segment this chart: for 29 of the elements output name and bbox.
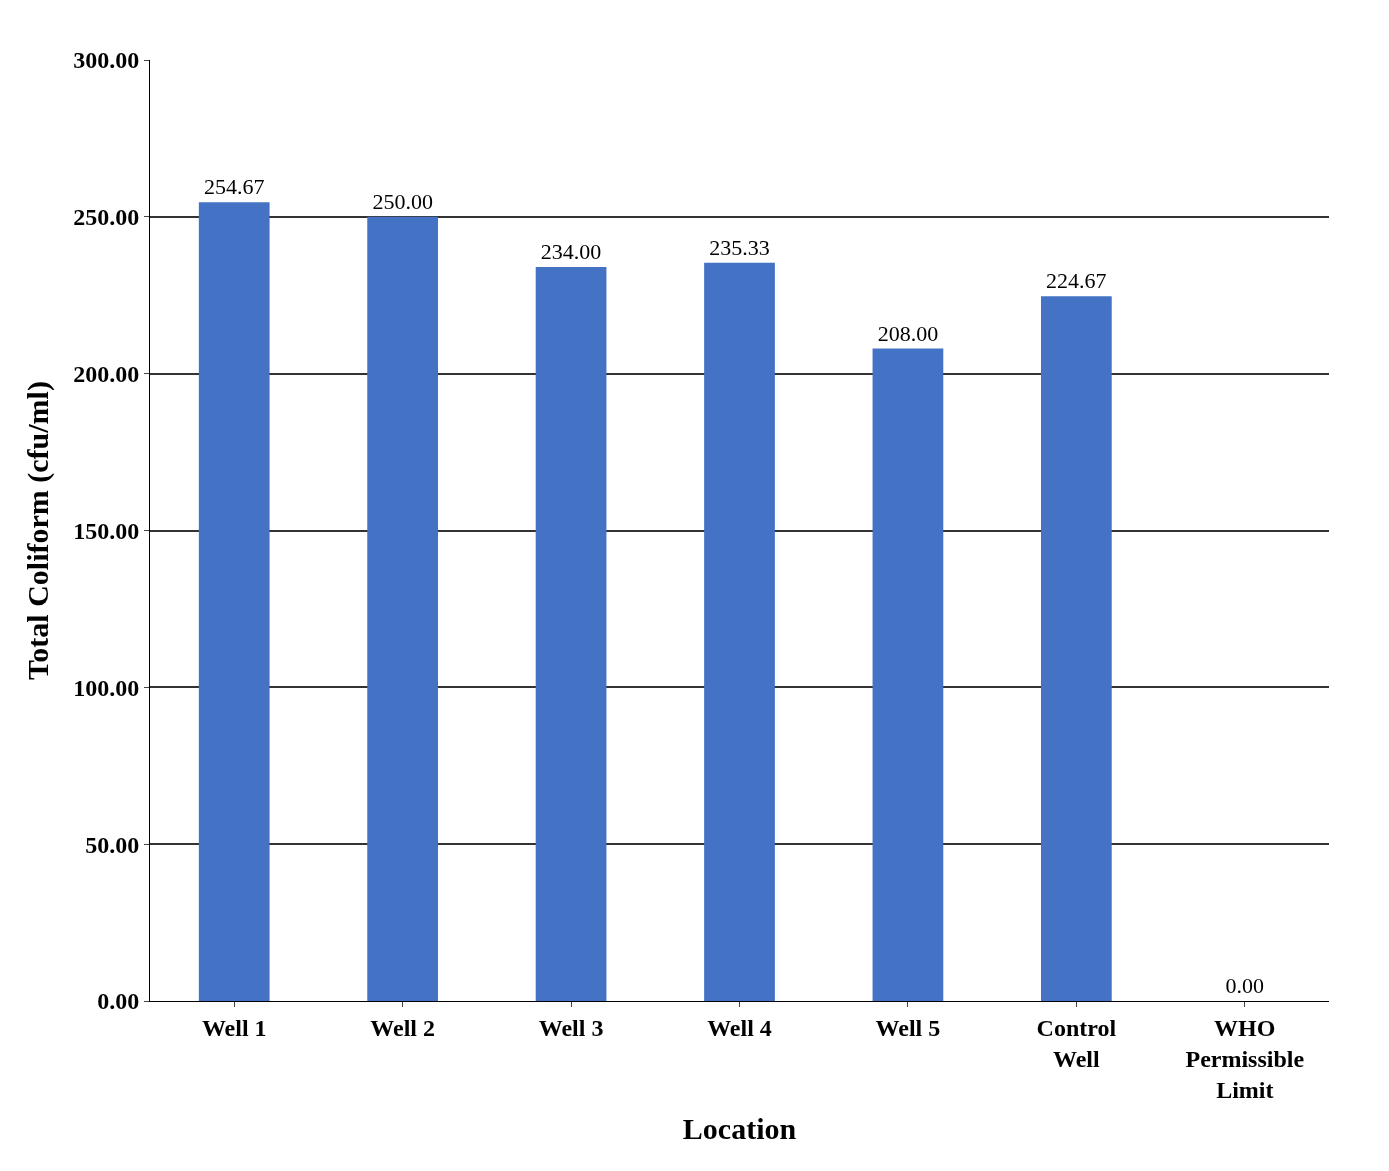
data-label: 254.67 [203,174,265,200]
y-tick-label: 150.00 [73,517,140,544]
x-tick-label: Well 3 [538,1014,604,1041]
data-label: 0.00 [1225,973,1265,998]
bar [872,348,944,1001]
data-label: 224.67 [1046,268,1107,294]
x-tick-label: Control Well [1036,1014,1117,1072]
data-label: 250.00 [372,188,433,214]
bar [367,216,439,1001]
y-tick-label: 100.00 [73,674,140,701]
x-tick-label: Well 2 [370,1014,435,1041]
x-tick-label: Well 4 [707,1014,772,1041]
y-axis-title: Total Coliform (cfu/ml) [21,381,56,680]
bar [1040,296,1112,1001]
x-axis-title: Location [682,1111,797,1145]
y-tick-label: 300.00 [73,47,140,74]
y-tick-label: 50.00 [85,831,140,858]
y-tick-label: 200.00 [73,361,140,388]
x-tick-label: WHO Permissible Limit [1185,1014,1305,1104]
data-label: 208.00 [877,320,939,346]
y-tick-label: 0.00 [97,988,140,1015]
y-tick-label: 250.00 [73,204,140,231]
x-tick-label: Well 1 [201,1014,267,1041]
bar [535,267,607,1001]
data-label: 235.33 [709,234,770,260]
bar [704,262,775,1001]
bar [198,202,270,1001]
x-tick-label: Well 5 [875,1014,941,1041]
data-label: 234.00 [540,239,602,265]
